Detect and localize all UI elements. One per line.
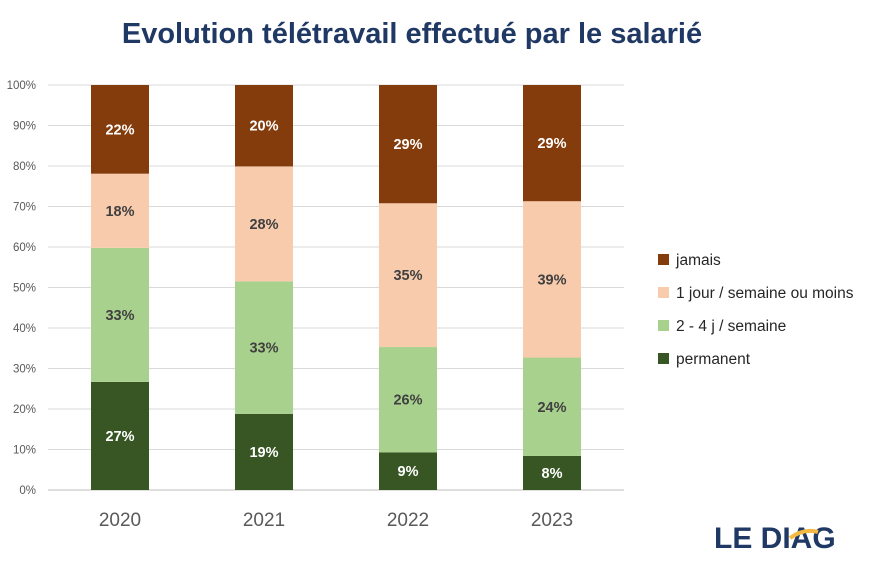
- data-label: 29%: [537, 136, 566, 152]
- logo-swoosh: [788, 528, 819, 540]
- legend-label: 2 - 4 j / semaine: [676, 318, 786, 335]
- y-tick-label: 20%: [13, 404, 36, 416]
- y-tick-label: 70%: [13, 202, 36, 214]
- data-label: 18%: [105, 204, 134, 220]
- bar-segment: [523, 455, 581, 490]
- legend-swatch: [658, 254, 669, 265]
- data-label: 20%: [249, 119, 278, 135]
- data-label: 26%: [393, 393, 422, 409]
- x-axis-ticks: 2020 2021 2022 2023: [99, 510, 573, 531]
- x-tick-label: 2022: [387, 510, 429, 531]
- brand-logo: LE DIAG: [714, 522, 836, 555]
- bar-segment: [523, 85, 581, 202]
- data-label: 39%: [537, 272, 566, 288]
- y-axis-ticks: 0% 10% 20% 30% 40% 50% 60% 70% 80% 90% 100%: [7, 80, 36, 497]
- y-tick-label: 0%: [19, 485, 36, 497]
- y-tick-label: 90%: [13, 121, 36, 133]
- data-label: 29%: [393, 137, 422, 153]
- bar-segment: [91, 85, 149, 174]
- data-label: 19%: [249, 445, 278, 461]
- bar-segment: [379, 347, 437, 453]
- legend-swatch: [658, 353, 669, 364]
- data-label: 33%: [105, 308, 134, 324]
- bar-segment: [379, 203, 437, 348]
- bar-segment: [235, 85, 293, 167]
- legend-swatch: [658, 320, 669, 331]
- legend: jamais 1 jour / semaine ou moins 2 - 4 j /…: [658, 252, 854, 368]
- bar-segment: [91, 247, 149, 382]
- bar-segment: [235, 166, 293, 282]
- y-tick-label: 50%: [13, 283, 36, 295]
- data-label: 8%: [542, 466, 563, 482]
- data-label: 22%: [105, 122, 134, 138]
- data-label: 9%: [398, 464, 419, 480]
- logo-text: LE DIAG: [714, 522, 836, 555]
- bars: 27% 33% 18% 22% 19% 33% 28% 20% 9% 26% 35% 29% 8% 24%…: [91, 85, 581, 490]
- chart-title: Evolution télétravail effectué par le sa…: [122, 18, 702, 50]
- x-tick-label: 2021: [243, 510, 285, 531]
- x-tick-label: 2023: [531, 510, 573, 531]
- bar-segment: [523, 357, 581, 456]
- bar-segment: [91, 173, 149, 248]
- data-label: 33%: [249, 341, 278, 357]
- legend-label: 1 jour / semaine ou moins: [676, 285, 854, 302]
- y-tick-label: 100%: [7, 80, 36, 92]
- legend-label: permanent: [676, 351, 751, 368]
- data-label: 35%: [393, 268, 422, 284]
- legend-label: jamais: [675, 252, 721, 269]
- y-tick-label: 30%: [13, 364, 36, 376]
- x-tick-label: 2020: [99, 510, 141, 531]
- bar-segment: [91, 381, 149, 490]
- data-label: 28%: [249, 217, 278, 233]
- legend-swatch: [658, 287, 669, 298]
- y-tick-label: 40%: [13, 323, 36, 335]
- bar-segment: [523, 201, 581, 358]
- y-tick-label: 60%: [13, 242, 36, 254]
- data-label: 27%: [105, 429, 134, 445]
- bar-segment: [235, 413, 293, 490]
- bar-segment: [379, 85, 437, 204]
- y-tick-label: 10%: [13, 445, 36, 457]
- data-label: 24%: [537, 400, 566, 416]
- y-tick-label: 80%: [13, 161, 36, 173]
- bar-segment: [235, 281, 293, 414]
- bar-segment: [379, 452, 437, 490]
